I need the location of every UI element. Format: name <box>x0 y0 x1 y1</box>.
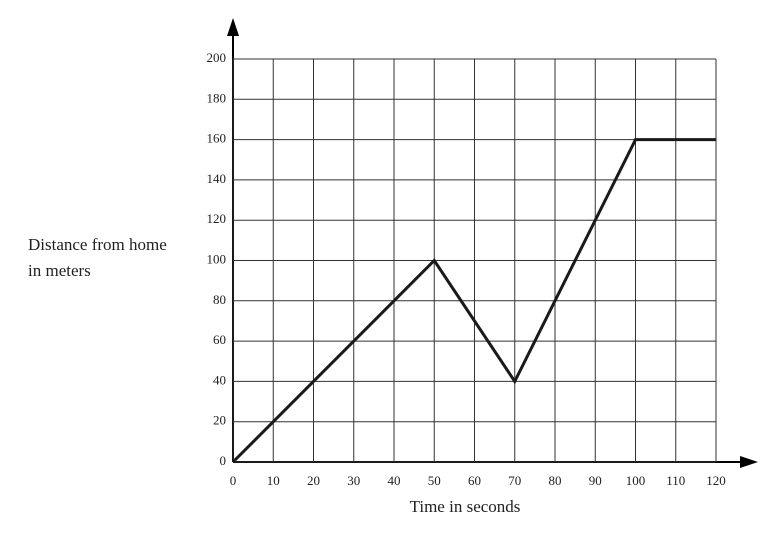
x-tick-label: 70 <box>508 473 521 488</box>
y-tick-label: 180 <box>207 90 227 105</box>
y-tick-label: 140 <box>207 171 227 186</box>
x-tick-label: 40 <box>388 473 401 488</box>
x-tick-label: 120 <box>706 473 726 488</box>
y-tick-label: 0 <box>220 453 227 468</box>
x-tick-label: 20 <box>307 473 320 488</box>
x-tick-label: 0 <box>230 473 237 488</box>
data-line <box>231 138 716 464</box>
y-axis-label: Distance from home in meters <box>28 235 167 280</box>
x-tick-label: 30 <box>347 473 360 488</box>
y-tick-label: 100 <box>207 251 227 266</box>
x-axis-label: Time in seconds <box>409 497 521 516</box>
x-tick-label: 60 <box>468 473 481 488</box>
x-tick-label: 110 <box>666 473 685 488</box>
x-tick-label: 100 <box>626 473 646 488</box>
y-tick-label: 200 <box>207 50 227 65</box>
x-tick-label: 10 <box>267 473 280 488</box>
y-tick-label: 80 <box>213 292 226 307</box>
y-arrow <box>227 18 239 36</box>
x-tick-label: 90 <box>589 473 602 488</box>
y-tick-label: 120 <box>207 211 227 226</box>
y-tick-label: 40 <box>213 372 226 387</box>
y-tick-label: 160 <box>207 131 227 146</box>
y-tick-label: 60 <box>213 332 226 347</box>
y-tick-label: 20 <box>213 413 226 428</box>
x-arrow <box>740 456 758 468</box>
x-tick-label: 50 <box>428 473 441 488</box>
x-tick-label: 80 <box>549 473 562 488</box>
